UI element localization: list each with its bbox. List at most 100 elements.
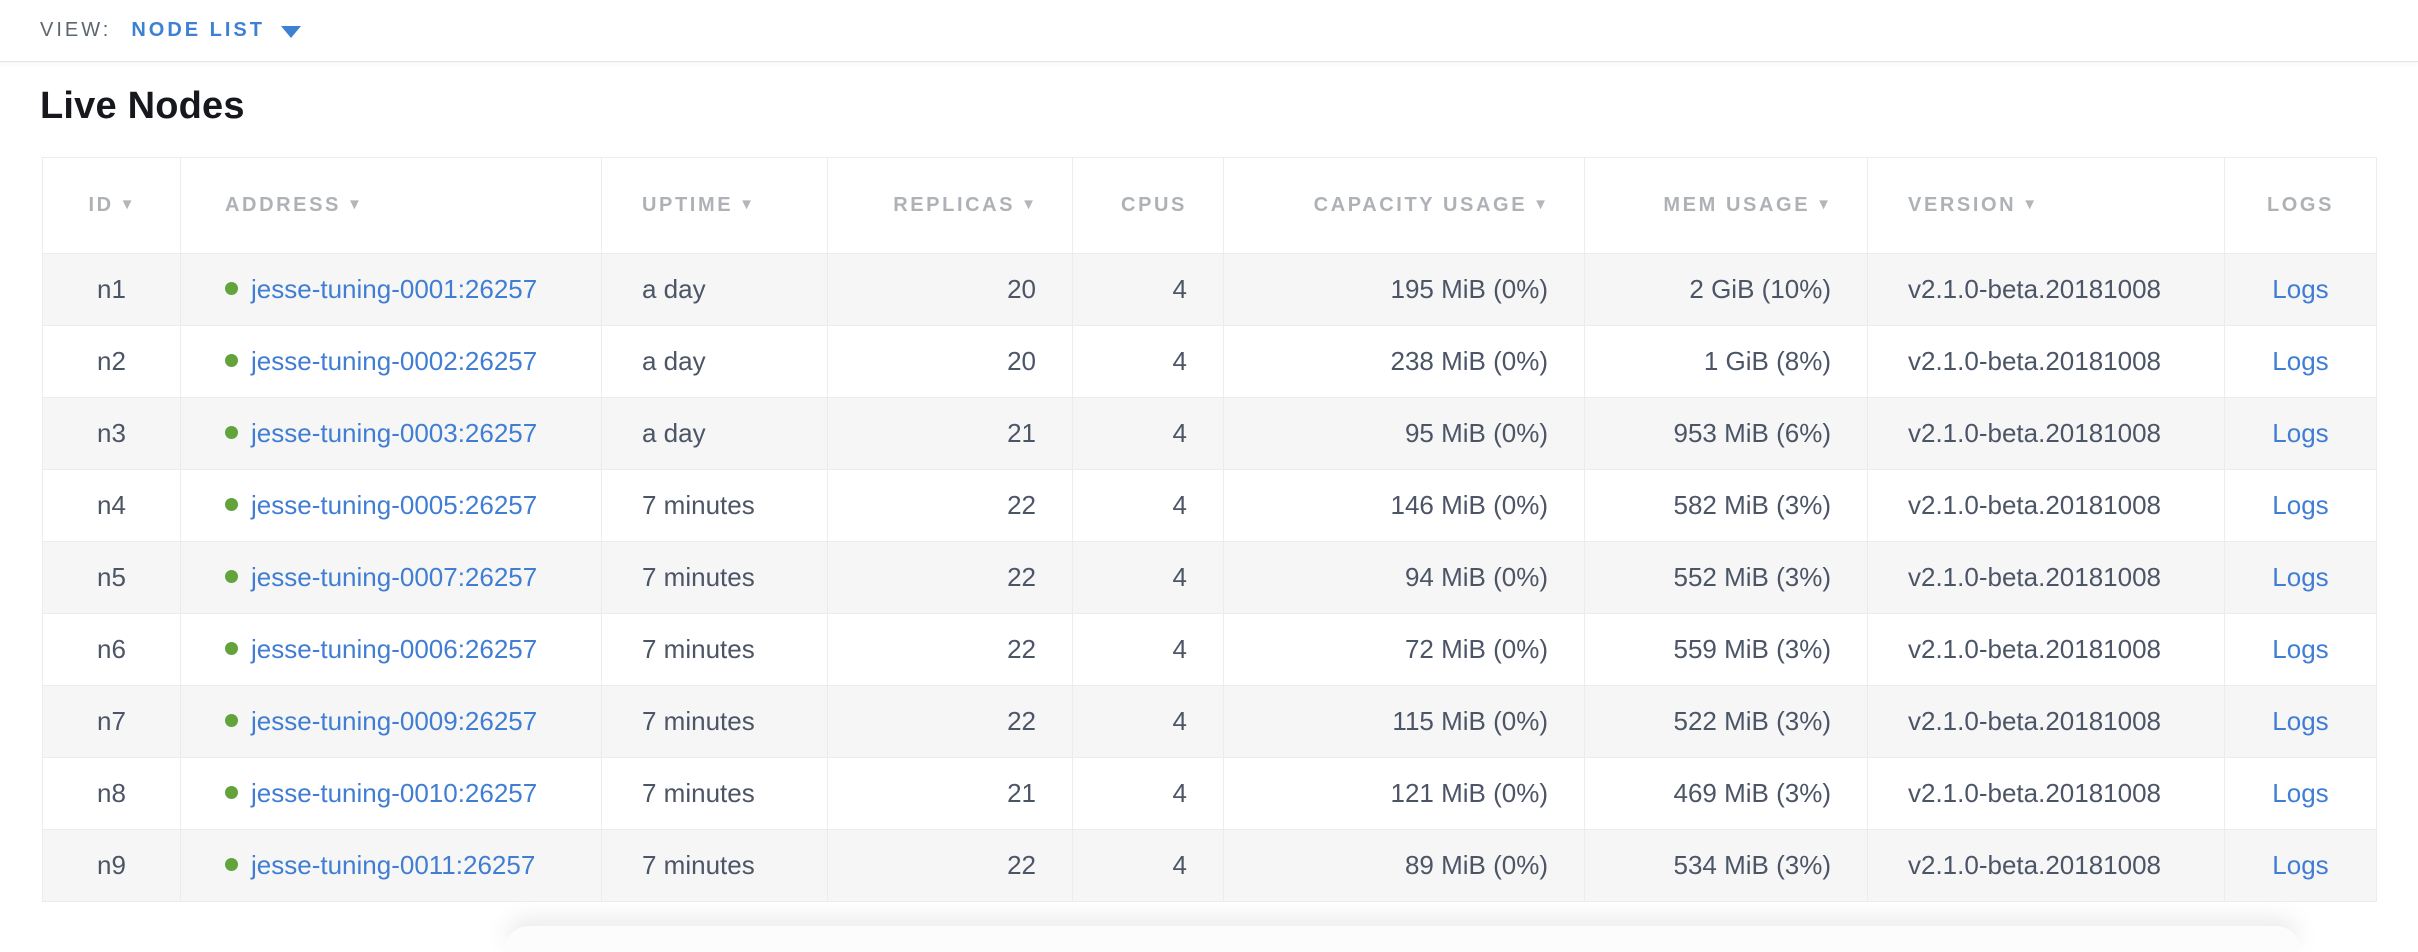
- column-header-capacity[interactable]: CAPACITY USAGE ▼: [1223, 156, 1585, 254]
- column-header-replicas[interactable]: REPLICAS ▼: [827, 156, 1073, 254]
- node-address-link[interactable]: jesse-tuning-0007:26257: [251, 561, 538, 592]
- table-header-row: ID ▼ ADDRESS ▼ UPTIME ▼ REPLICAS ▼ CPUS CAPACITY …: [42, 156, 2377, 254]
- cell-replicas: 21: [827, 756, 1073, 830]
- cell-capacity: 195 MiB (0%): [1223, 252, 1585, 326]
- cell-logs: Logs: [2224, 324, 2377, 398]
- cell-replicas: 22: [827, 684, 1073, 758]
- cell-capacity: 238 MiB (0%): [1223, 324, 1585, 398]
- logs-link[interactable]: Logs: [2272, 705, 2329, 736]
- node-row-n3: n3 jesse-tuning-0003:26257 a day 21 4 95 MiB …: [42, 396, 2377, 470]
- cell-id: n6: [42, 612, 181, 686]
- cell-uptime: a day: [601, 396, 828, 470]
- cell-uptime: 7 minutes: [601, 468, 828, 542]
- cell-cpus: 4: [1072, 468, 1224, 542]
- logs-link[interactable]: Logs: [2272, 633, 2329, 664]
- cell-uptime: a day: [601, 324, 828, 398]
- cell-cpus: 4: [1072, 252, 1224, 326]
- cell-cpus: 4: [1072, 324, 1224, 398]
- live-status-dot-icon: [225, 858, 238, 872]
- next-section-card-shadow: [505, 926, 2300, 952]
- cell-logs: Logs: [2224, 468, 2377, 542]
- column-header-label: CPUS: [1121, 193, 1187, 216]
- view-selector-dropdown[interactable]: NODE LIST: [131, 19, 301, 42]
- node-address-link[interactable]: jesse-tuning-0011:26257: [251, 849, 536, 880]
- node-address-link[interactable]: jesse-tuning-0010:26257: [251, 777, 538, 808]
- view-bar: VIEW: NODE LIST: [0, 0, 2418, 62]
- live-status-dot-icon: [225, 570, 238, 584]
- logs-link[interactable]: Logs: [2272, 345, 2329, 376]
- cell-address: jesse-tuning-0009:26257: [180, 684, 602, 758]
- cell-version: v2.1.0-beta.20181008: [1867, 684, 2225, 758]
- node-row-n8: n8 jesse-tuning-0010:26257 7 minutes 21 4 121…: [42, 756, 2377, 830]
- cell-cpus: 4: [1072, 756, 1224, 830]
- logs-link[interactable]: Logs: [2272, 849, 2329, 880]
- cell-address: jesse-tuning-0006:26257: [180, 612, 602, 686]
- node-address-link[interactable]: jesse-tuning-0002:26257: [251, 345, 538, 376]
- cell-replicas: 22: [827, 828, 1073, 902]
- cell-address: jesse-tuning-0005:26257: [180, 468, 602, 542]
- cell-cpus: 4: [1072, 612, 1224, 686]
- column-header-id[interactable]: ID ▼: [42, 156, 181, 254]
- cell-cpus: 4: [1072, 396, 1224, 470]
- cell-cpus: 4: [1072, 540, 1224, 614]
- cell-mem: 953 MiB (6%): [1584, 396, 1868, 470]
- cell-cpus: 4: [1072, 684, 1224, 758]
- node-address-link[interactable]: jesse-tuning-0009:26257: [251, 705, 538, 736]
- column-header-uptime[interactable]: UPTIME ▼: [601, 156, 828, 254]
- cell-uptime: 7 minutes: [601, 828, 828, 902]
- column-header-version[interactable]: VERSION ▼: [1867, 156, 2225, 254]
- node-row-n9: n9 jesse-tuning-0011:26257 7 minutes 22 4 89 …: [42, 828, 2377, 902]
- cell-address: jesse-tuning-0001:26257: [180, 252, 602, 326]
- logs-link[interactable]: Logs: [2272, 561, 2329, 592]
- logs-link[interactable]: Logs: [2272, 777, 2329, 808]
- node-address-link[interactable]: jesse-tuning-0006:26257: [251, 633, 538, 664]
- logs-link[interactable]: Logs: [2272, 489, 2329, 520]
- node-address-link[interactable]: jesse-tuning-0003:26257: [251, 417, 538, 448]
- cell-address: jesse-tuning-0011:26257: [180, 828, 602, 902]
- logs-link[interactable]: Logs: [2272, 273, 2329, 304]
- cell-capacity: 89 MiB (0%): [1223, 828, 1585, 902]
- column-header-mem[interactable]: MEM USAGE ▼: [1584, 156, 1868, 254]
- cell-mem: 559 MiB (3%): [1584, 612, 1868, 686]
- live-nodes-table-container: ID ▼ ADDRESS ▼ UPTIME ▼ REPLICAS ▼ CPUS CAPACITY …: [42, 156, 2377, 902]
- cell-capacity: 72 MiB (0%): [1223, 612, 1585, 686]
- cell-logs: Logs: [2224, 252, 2377, 326]
- cell-logs: Logs: [2224, 396, 2377, 470]
- node-row-n6: n6 jesse-tuning-0006:26257 7 minutes 22 4 72 …: [42, 612, 2377, 686]
- cell-replicas: 21: [827, 396, 1073, 470]
- live-status-dot-icon: [225, 642, 238, 656]
- cell-address: jesse-tuning-0002:26257: [180, 324, 602, 398]
- cell-mem: 1 GiB (8%): [1584, 324, 1868, 398]
- cell-id: n4: [42, 468, 181, 542]
- cell-id: n1: [42, 252, 181, 326]
- cell-cpus: 4: [1072, 828, 1224, 902]
- cell-uptime: 7 minutes: [601, 756, 828, 830]
- cell-id: n5: [42, 540, 181, 614]
- cell-uptime: 7 minutes: [601, 612, 828, 686]
- column-header-logs: LOGS: [2224, 156, 2377, 254]
- cell-mem: 2 GiB (10%): [1584, 252, 1868, 326]
- cell-id: n7: [42, 684, 181, 758]
- column-header-label: CAPACITY USAGE: [1313, 193, 1528, 216]
- cell-replicas: 20: [827, 324, 1073, 398]
- column-header-label: ID: [88, 193, 114, 216]
- cell-replicas: 22: [827, 540, 1073, 614]
- node-address-link[interactable]: jesse-tuning-0005:26257: [251, 489, 538, 520]
- node-row-n4: n4 jesse-tuning-0005:26257 7 minutes 22 4 146…: [42, 468, 2377, 542]
- node-address-link[interactable]: jesse-tuning-0001:26257: [251, 273, 538, 304]
- column-header-label: ADDRESS: [225, 193, 341, 216]
- live-status-dot-icon: [225, 786, 238, 800]
- sort-descending-icon: ▼: [347, 195, 362, 213]
- live-status-dot-icon: [225, 714, 238, 728]
- cell-id: n3: [42, 396, 181, 470]
- cell-version: v2.1.0-beta.20181008: [1867, 252, 2225, 326]
- logs-link[interactable]: Logs: [2272, 417, 2329, 448]
- cell-mem: 552 MiB (3%): [1584, 540, 1868, 614]
- column-header-address[interactable]: ADDRESS ▼: [180, 156, 602, 254]
- column-header-label: REPLICAS: [893, 193, 1016, 216]
- sort-descending-icon: ▼: [2022, 195, 2038, 213]
- cell-uptime: a day: [601, 252, 828, 326]
- cell-version: v2.1.0-beta.20181008: [1867, 468, 2225, 542]
- cell-version: v2.1.0-beta.20181008: [1867, 612, 2225, 686]
- cell-capacity: 115 MiB (0%): [1223, 684, 1585, 758]
